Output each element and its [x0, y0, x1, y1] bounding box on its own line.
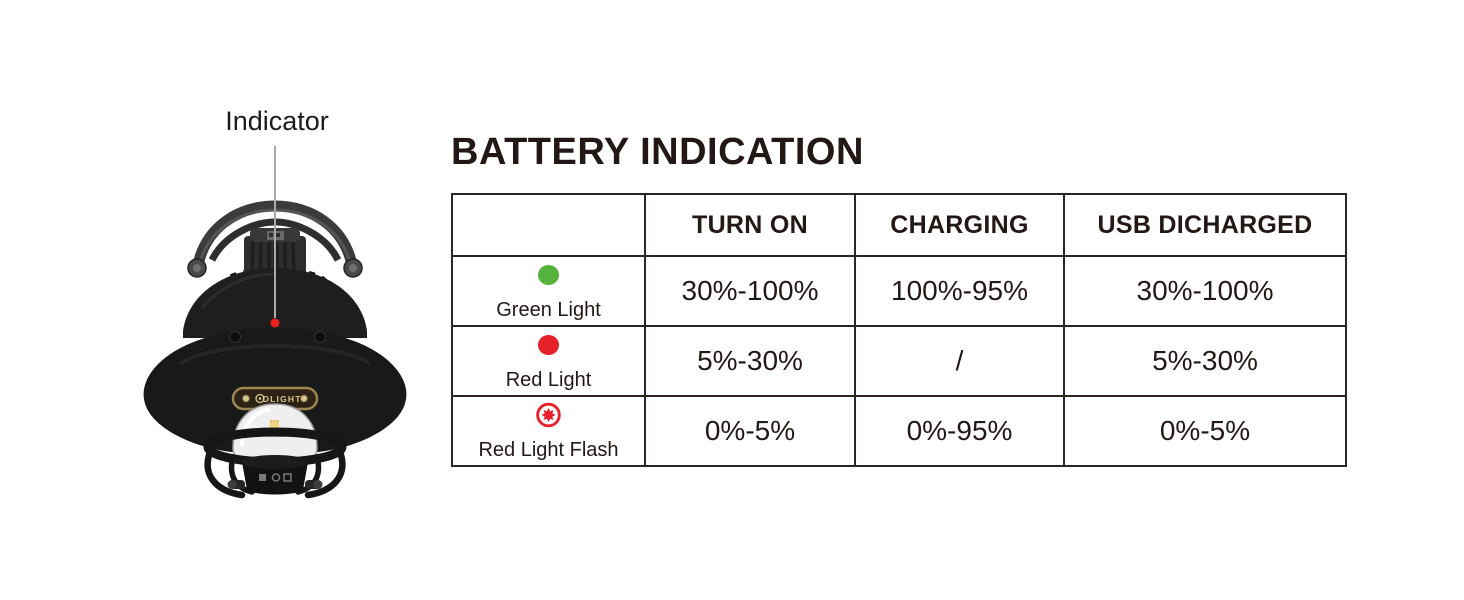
- section-title: BATTERY INDICATION: [451, 131, 864, 173]
- light-label: Green Light: [496, 299, 601, 321]
- indicator-callout-line: [274, 146, 276, 318]
- column-header-charging: CHARGING: [854, 193, 1065, 257]
- column-header-turn-on: TURN ON: [644, 193, 856, 257]
- light-label: Red Light: [505, 369, 592, 391]
- red-usb-discharged-value: 5%-30%: [1063, 325, 1347, 397]
- brand-logo-icon: [255, 393, 265, 404]
- battery-indication-table: TURN ON CHARGING USB DICHARGED Green Lig…: [451, 193, 1347, 467]
- red-light-icon: [538, 335, 559, 355]
- flash-turn-on-value: 0%-5%: [644, 395, 856, 467]
- indicator-callout-label: Indicator: [225, 106, 329, 136]
- certification-marks-icon: [259, 473, 292, 482]
- red-charging-value: /: [854, 325, 1065, 397]
- flash-charging-value: 0%-95%: [854, 395, 1065, 467]
- green-usb-discharged-value: 30%-100%: [1063, 255, 1347, 327]
- green-light-icon: [538, 265, 559, 285]
- table-row-green-light: Green Light 30%-100% 100%-95% 30%-100%: [451, 255, 1347, 327]
- battery-indicator-dot: [270, 318, 280, 328]
- red-turn-on-value: 5%-30%: [644, 325, 856, 397]
- brand-badge-text: OLIGHT: [262, 394, 301, 404]
- column-header-usb-discharged: USB DICHARGED: [1063, 193, 1347, 257]
- table-row-red-light: Red Light 5%-30% / 5%-30%: [451, 325, 1347, 397]
- table-row-red-light-flash: Red Light Flash 0%-5% 0%-95% 0%-5%: [451, 395, 1347, 467]
- lantern-base: [227, 455, 323, 495]
- green-charging-value: 100%-95%: [854, 255, 1065, 327]
- light-label: Red Light Flash: [478, 439, 619, 461]
- table-header-row: TURN ON CHARGING USB DICHARGED: [451, 193, 1347, 257]
- green-turn-on-value: 30%-100%: [644, 255, 856, 327]
- flash-usb-discharged-value: 0%-5%: [1063, 395, 1347, 467]
- red-light-flash-icon: [536, 402, 561, 428]
- column-header-blank: [451, 193, 646, 257]
